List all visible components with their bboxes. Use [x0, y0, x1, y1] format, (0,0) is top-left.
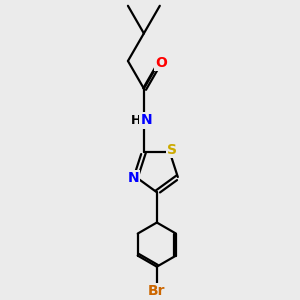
- Text: Br: Br: [148, 284, 166, 298]
- Text: H: H: [131, 114, 141, 127]
- Text: S: S: [167, 143, 177, 157]
- Text: N: N: [128, 171, 139, 185]
- Text: O: O: [155, 56, 167, 70]
- Text: N: N: [140, 113, 152, 128]
